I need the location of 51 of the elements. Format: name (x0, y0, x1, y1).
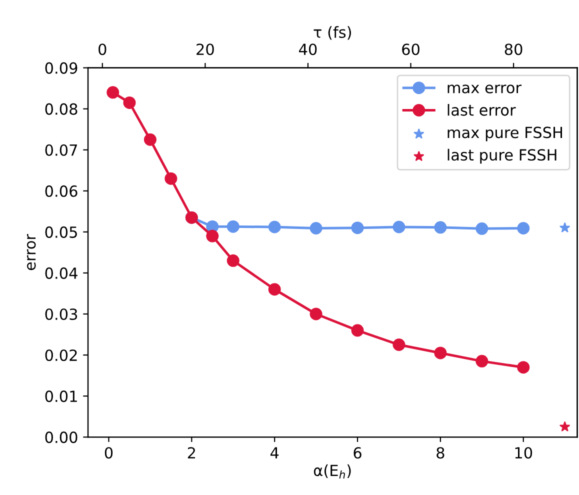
x2-tick-label: 80 (504, 44, 522, 56)
legend-label: last error (448, 104, 516, 116)
point (206, 230, 219, 242)
y-tick-label: 0.00 (45, 432, 78, 444)
point (144, 133, 156, 146)
y-tick-label: 0.05 (45, 226, 77, 238)
legend-label: max error (448, 84, 522, 94)
x2-tick-label: 20 (196, 44, 214, 56)
point (310, 308, 322, 320)
x2-tick-label: 40 (298, 44, 317, 56)
point (268, 220, 281, 234)
point (560, 421, 570, 432)
point (517, 361, 530, 374)
x-tick-label: 6 (354, 447, 362, 459)
x-tick-label: 8 (436, 447, 444, 459)
point (392, 220, 406, 234)
y-tick-label: 0.09 (45, 62, 78, 74)
x2-axis-title: τ (fs) (314, 26, 351, 40)
point (434, 346, 447, 360)
point (560, 222, 570, 232)
point (434, 221, 447, 234)
x-axis-title: α(E$_{h}$) (314, 464, 351, 478)
point (268, 283, 281, 296)
y-tick-label: 0.06 (45, 185, 78, 197)
point (476, 354, 488, 368)
x2-tick-label: 60 (402, 44, 420, 56)
y-tick-label: 0.07 (45, 144, 77, 156)
y-tick-label: 0.02 (45, 349, 77, 362)
x-tick-label: 4 (270, 447, 279, 458)
legend-label: max pure FSSH (448, 126, 562, 142)
point (164, 172, 178, 185)
y-tick-label: 0.03 (45, 308, 78, 320)
point (310, 222, 322, 234)
point (226, 220, 240, 233)
x-tick-label: 0 (104, 447, 113, 459)
point (351, 324, 364, 337)
x-tick-label: 2 (188, 447, 195, 458)
x-tick-label: 10 (515, 447, 532, 459)
point (351, 222, 364, 234)
y-tick-label: 0.04 (45, 267, 78, 279)
point (226, 254, 240, 267)
y-tick-label: 0.08 (45, 103, 78, 115)
x2-tick-label: 0 (98, 44, 106, 56)
y-tick-label: 0.01 (45, 390, 77, 402)
y-axis-title: error (26, 234, 36, 270)
point (476, 222, 488, 235)
legend-label: last pure FSSH (448, 148, 556, 164)
point (123, 96, 136, 109)
point (392, 338, 406, 352)
point (106, 86, 120, 99)
point (517, 222, 530, 234)
